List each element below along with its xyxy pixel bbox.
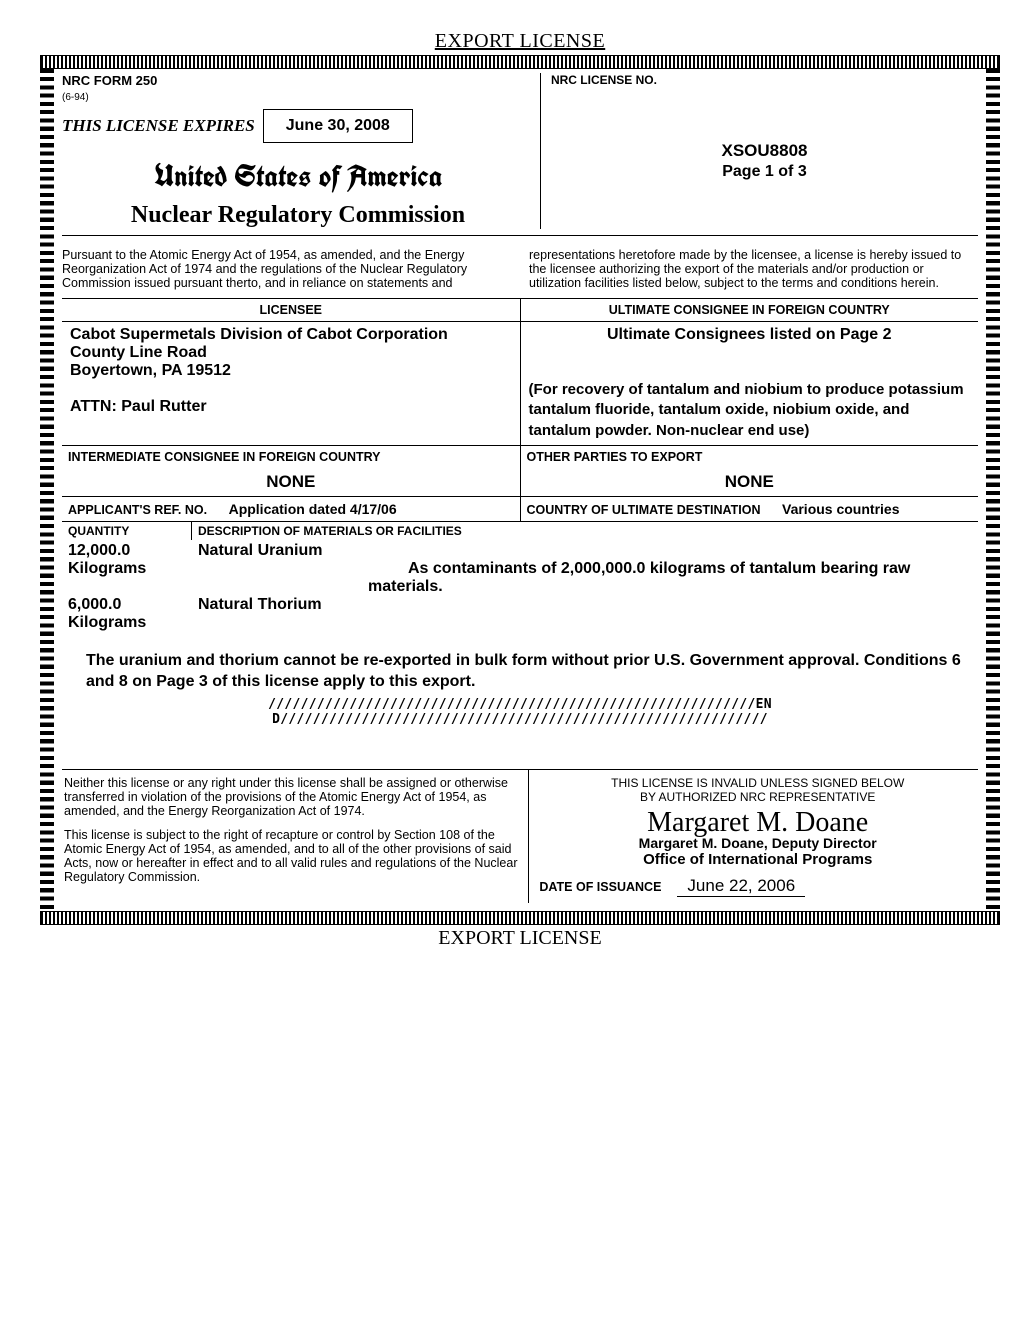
contaminants-line: As contaminants of 2,000,000.0 kilograms… <box>408 560 972 578</box>
pursuant-row: Pursuant to the Atomic Energy Act of 195… <box>62 242 978 299</box>
ultimate-heading: Ultimate Consignees listed on Page 2 <box>529 326 971 344</box>
bottom-title: EXPORT LICENSE <box>40 927 1000 950</box>
footer-right: THIS LICENSE IS INVALID UNLESS SIGNED BE… <box>528 770 978 903</box>
date-issuance-value: June 22, 2006 <box>677 876 805 897</box>
expires-label: THIS LICENSE EXPIRES <box>62 116 255 136</box>
licensee-attn: ATTN: Paul Rutter <box>70 398 512 416</box>
header-left: NRC FORM 250 (6-94) THIS LICENSE EXPIRES… <box>62 73 540 229</box>
applicant-ref-value: Application dated 4/17/06 <box>229 501 397 517</box>
quantity-header: QUANTITY <box>62 522 192 540</box>
applicant-ref-label: APPLICANT'S REF. NO. <box>68 503 207 517</box>
intermediate-heading: INTERMEDIATE CONSIGNEE IN FOREIGN COUNTR… <box>62 446 520 468</box>
licensee-heading: LICENSEE <box>62 299 520 321</box>
signature-printed: Margaret M. Doane, Deputy Director <box>539 835 976 851</box>
usa-title: United States of America <box>62 157 534 196</box>
material-row-2: 6,000.0 Kilograms Natural Thorium <box>62 596 978 632</box>
other-parties-value: NONE <box>520 468 979 496</box>
header-right: NRC LICENSE NO. XSOU8808 Page 1 of 3 <box>540 73 978 229</box>
footer-p2: This license is subject to the right of … <box>64 828 518 884</box>
form-number: NRC FORM 250 <box>62 73 157 88</box>
license-number: XSOU8808 <box>551 141 978 161</box>
qty2: 6,000.0 <box>68 596 186 614</box>
pursuant-left: Pursuant to the Atomic Energy Act of 195… <box>62 248 511 290</box>
mat1: Natural Uranium <box>198 542 972 560</box>
material-row-1: 12,000.0 Kilograms Natural Uranium As co… <box>62 542 978 596</box>
signature-office: Office of International Programs <box>539 851 976 868</box>
qty1-unit: Kilograms <box>68 560 186 578</box>
ultimate-note: (For recovery of tantalum and niobium to… <box>529 380 971 441</box>
intermediate-header-row: INTERMEDIATE CONSIGNEE IN FOREIGN COUNTR… <box>62 446 978 468</box>
materials-section: QUANTITY DESCRIPTION OF MATERIALS OR FAC… <box>62 522 978 770</box>
materials-header-row: QUANTITY DESCRIPTION OF MATERIALS OR FAC… <box>62 522 978 540</box>
licensee-addr1: County Line Road <box>70 344 512 362</box>
end-slashes: ////////////////////////////////////////… <box>62 697 978 727</box>
document-frame: NRC FORM 250 (6-94) THIS LICENSE EXPIRES… <box>40 69 1000 911</box>
qty1: 12,000.0 <box>68 542 186 560</box>
materials-word: materials. <box>368 578 972 596</box>
sig-header1: THIS LICENSE IS INVALID UNLESS SIGNED BE… <box>539 776 976 790</box>
intermediate-value: NONE <box>62 468 520 496</box>
licensee-body-row: Cabot Supermetals Division of Cabot Corp… <box>62 322 978 446</box>
description-header: DESCRIPTION OF MATERIALS OR FACILITIES <box>192 522 978 540</box>
destination-cell: COUNTRY OF ULTIMATE DESTINATION Various … <box>520 497 979 521</box>
destination-value: Various countries <box>782 501 899 517</box>
licensee-block: Cabot Supermetals Division of Cabot Corp… <box>62 322 520 445</box>
license-no-label: NRC LICENSE NO. <box>551 73 978 87</box>
condition-text: The uranium and thorium cannot be re-exp… <box>86 650 972 693</box>
intermediate-body-row: NONE NONE <box>62 468 978 497</box>
date-issuance-row: DATE OF ISSUANCE June 22, 2006 <box>539 876 976 897</box>
applicant-ref-cell: APPLICANT'S REF. NO. Application dated 4… <box>62 497 520 521</box>
decorative-border-bottom <box>40 911 1000 925</box>
expires-date: June 30, 2008 <box>263 109 413 143</box>
nrc-title: Nuclear Regulatory Commission <box>62 202 534 229</box>
sig-header2: BY AUTHORIZED NRC REPRESENTATIVE <box>539 790 976 804</box>
destination-label: COUNTRY OF ULTIMATE DESTINATION <box>527 503 761 517</box>
date-issuance-label: DATE OF ISSUANCE <box>539 880 661 894</box>
page-indicator: Page 1 of 3 <box>551 163 978 181</box>
footer-left: Neither this license or any right under … <box>62 770 528 903</box>
licensee-addr2: Boyertown, PA 19512 <box>70 362 512 380</box>
licensee-name: Cabot Supermetals Division of Cabot Corp… <box>70 326 512 344</box>
qty2-unit: Kilograms <box>68 614 186 632</box>
mat2: Natural Thorium <box>198 596 972 614</box>
pursuant-right: representations heretofore made by the l… <box>529 248 978 290</box>
decorative-border-top <box>40 55 1000 69</box>
header-row: NRC FORM 250 (6-94) THIS LICENSE EXPIRES… <box>62 73 978 236</box>
footer-row: Neither this license or any right under … <box>62 770 978 903</box>
licensee-header-row: LICENSEE ULTIMATE CONSIGNEE IN FOREIGN C… <box>62 299 978 322</box>
consignee-block: Ultimate Consignees listed on Page 2 (Fo… <box>520 322 979 445</box>
ref-row: APPLICANT'S REF. NO. Application dated 4… <box>62 497 978 522</box>
consignee-heading: ULTIMATE CONSIGNEE IN FOREIGN COUNTRY <box>520 299 979 321</box>
top-title: EXPORT LICENSE <box>40 30 1000 53</box>
other-parties-heading: OTHER PARTIES TO EXPORT <box>520 446 979 468</box>
form-number-sub: (6-94) <box>62 92 89 103</box>
footer-p1: Neither this license or any right under … <box>64 776 518 818</box>
